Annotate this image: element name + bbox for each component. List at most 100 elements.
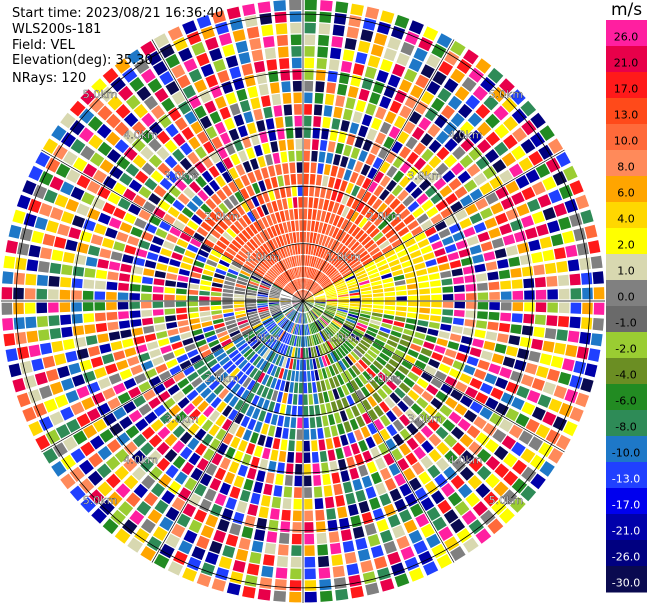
velocity-gate — [245, 301, 256, 304]
velocity-gate — [542, 207, 556, 221]
velocity-gate — [345, 97, 356, 110]
velocity-gate — [277, 317, 286, 326]
velocity-gate — [406, 437, 419, 451]
velocity-gate — [332, 276, 343, 284]
velocity-gate — [42, 448, 58, 464]
velocity-gate — [146, 341, 159, 351]
velocity-gate — [327, 238, 334, 249]
velocity-gate — [475, 197, 489, 210]
velocity-gate — [332, 318, 343, 326]
velocity-gate — [87, 470, 103, 486]
velocity-gate — [355, 345, 366, 355]
velocity-gate — [381, 207, 393, 218]
velocity-gate — [234, 191, 244, 203]
velocity-gate — [304, 545, 315, 556]
velocity-gate — [283, 288, 293, 295]
range-ring-label: 3.0km — [164, 413, 199, 426]
velocity-gate — [107, 439, 122, 453]
velocity-gate — [508, 256, 521, 267]
velocity-gate — [213, 244, 225, 254]
velocity-gate — [487, 321, 499, 331]
velocity-gate — [352, 263, 363, 272]
velocity-gate — [428, 358, 440, 369]
velocity-gate — [289, 428, 296, 440]
colorbar-segment — [606, 410, 647, 437]
velocity-gate — [513, 359, 527, 372]
velocity-gate — [310, 283, 318, 292]
velocity-gate — [235, 283, 247, 289]
velocity-gate — [204, 330, 216, 338]
velocity-gate — [377, 388, 388, 400]
velocity-gate — [525, 169, 540, 184]
velocity-gate — [542, 249, 555, 262]
velocity-gate — [312, 287, 322, 295]
velocity-gate — [299, 290, 303, 301]
velocity-gate — [372, 432, 384, 445]
velocity-gate — [153, 207, 166, 219]
velocity-gate — [544, 262, 557, 274]
velocity-gate — [22, 180, 37, 196]
velocity-gate — [286, 321, 293, 332]
velocity-gate — [480, 207, 493, 220]
velocity-gate — [156, 146, 170, 161]
velocity-gate — [304, 0, 317, 11]
velocity-gate — [42, 233, 56, 247]
velocity-gate — [534, 314, 546, 325]
velocity-gate — [359, 283, 371, 289]
velocity-gate — [346, 195, 355, 207]
velocity-gate — [229, 103, 241, 116]
velocity-gate — [206, 259, 218, 267]
velocity-gate — [210, 85, 223, 99]
velocity-gate — [275, 279, 285, 287]
velocity-gate — [133, 395, 146, 408]
velocity-gate — [303, 301, 306, 312]
velocity-gate — [246, 26, 260, 39]
velocity-gate — [304, 533, 315, 545]
velocity-gate — [367, 409, 378, 421]
velocity-gate — [451, 426, 465, 440]
velocity-gate — [310, 256, 315, 267]
velocity-gate — [521, 120, 537, 136]
velocity-gate — [410, 187, 423, 199]
velocity-gate — [383, 48, 397, 62]
velocity-gate — [290, 417, 297, 428]
velocity-gate — [299, 313, 302, 324]
velocity-gate — [311, 440, 318, 452]
velocity-gate — [459, 373, 472, 385]
velocity-gate — [130, 319, 142, 328]
velocity-gate — [116, 231, 129, 243]
velocity-gate — [257, 296, 268, 299]
velocity-gate — [347, 503, 359, 516]
velocity-gate — [262, 317, 273, 324]
velocity-gate — [312, 286, 322, 294]
velocity-gate — [459, 217, 472, 229]
velocity-gate — [258, 330, 268, 340]
velocity-gate — [485, 113, 500, 129]
velocity-gate — [76, 413, 91, 428]
velocity-gate — [159, 177, 173, 191]
velocity-gate — [76, 174, 91, 189]
velocity-gate — [303, 292, 311, 301]
velocity-gate — [413, 142, 426, 156]
velocity-gate — [181, 126, 195, 141]
velocity-gate — [264, 47, 276, 60]
velocity-gate — [181, 461, 195, 476]
velocity-gate — [296, 301, 303, 310]
velocity-gate — [148, 138, 162, 152]
velocity-gate — [289, 232, 294, 244]
velocity-gate — [166, 273, 178, 281]
azimuth-spoke — [41, 149, 304, 302]
velocity-gate — [326, 301, 338, 303]
velocity-gate — [349, 295, 361, 299]
velocity-gate — [209, 179, 220, 192]
velocity-gate — [345, 492, 356, 505]
velocity-gate — [520, 100, 537, 117]
velocity-gate — [282, 222, 288, 233]
velocity-gate — [110, 340, 123, 351]
velocity-gate — [565, 344, 578, 358]
velocity-gate — [316, 272, 323, 282]
velocity-gate — [360, 164, 371, 176]
velocity-gate — [26, 330, 39, 343]
colorbar-tick-label: 0.0 — [617, 290, 635, 303]
velocity-gate — [232, 511, 245, 525]
